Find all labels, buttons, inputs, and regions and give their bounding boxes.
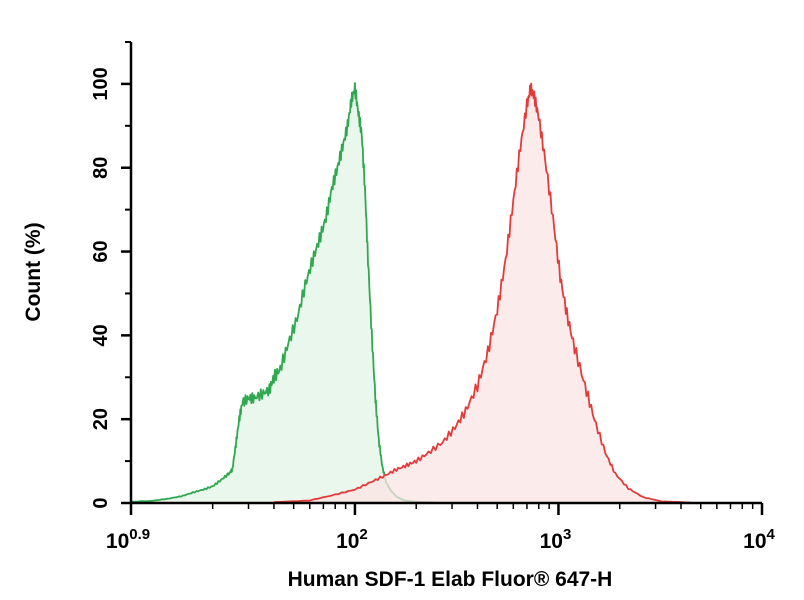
x-tick-label: 100.9 [106,526,150,553]
y-tick-label: 0 [90,497,112,508]
x-tick-label: 104 [743,526,775,553]
y-axis-title: Count (%) [22,222,45,321]
axes-layer [129,42,762,505]
ticks-layer: 0 20 40 60 80 100 100.9 102 103 104 [90,41,776,553]
x-tick-label: 102 [336,526,368,553]
y-tick-label: 20 [90,408,112,430]
series-1-area [131,83,436,503]
y-tick-label: 60 [90,240,112,262]
y-tick-label: 80 [90,157,112,179]
series-2-line [273,82,692,504]
y-tick-label: 40 [90,324,112,346]
series-1-line [131,82,436,504]
y-tick-label: 100 [90,67,112,100]
series-layer [131,82,692,504]
series-2-area [273,83,692,503]
x-axis-title: Human SDF-1 Elab Fluor® 647-H [288,568,613,591]
x-tick-label: 103 [540,526,572,553]
